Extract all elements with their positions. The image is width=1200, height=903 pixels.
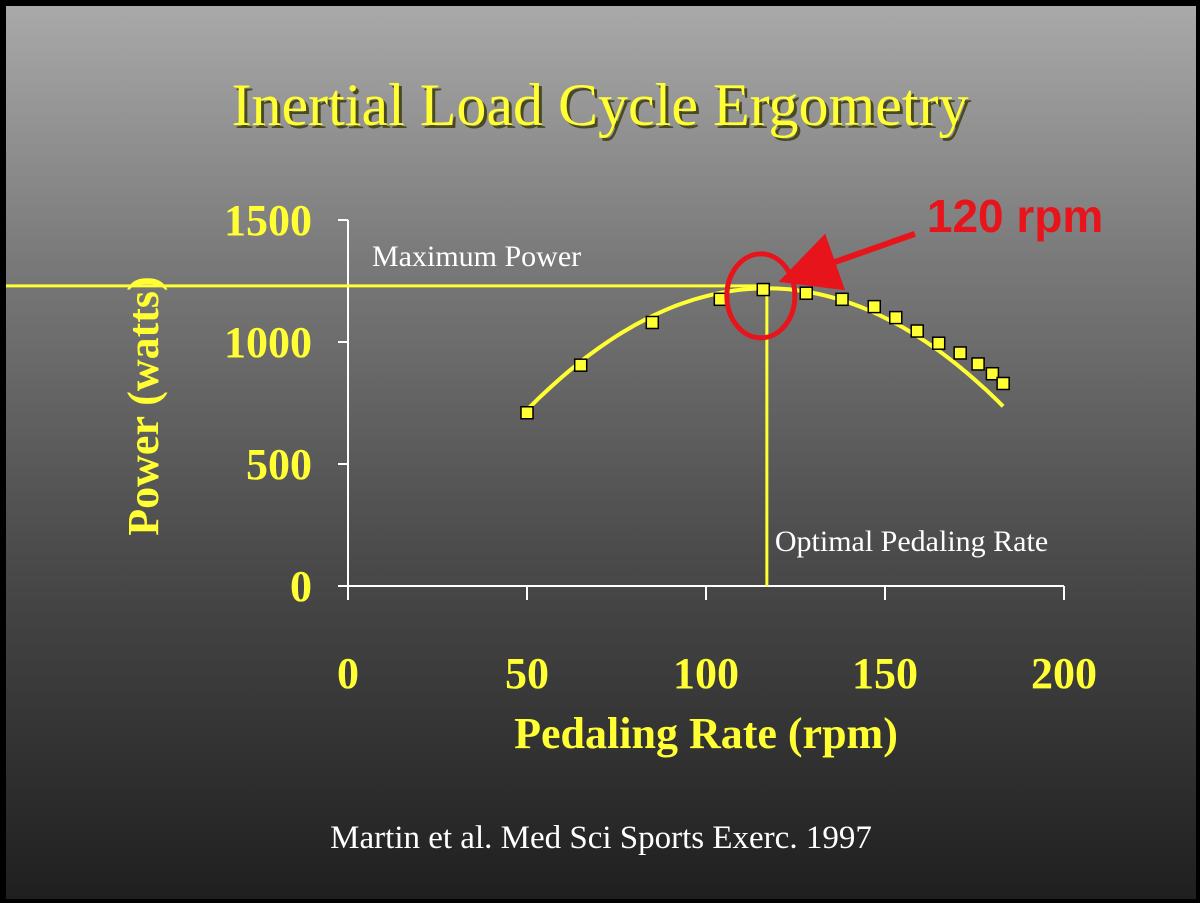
max-power-label: Maximum Power [372, 240, 581, 273]
highlight-arrow [778, 231, 916, 291]
data-point [520, 406, 534, 420]
x-tick-label: 200 [1031, 649, 1097, 698]
chart: Inertial Load Cycle Ergometry Inertial L… [6, 72, 1103, 856]
data-point [645, 315, 660, 330]
data-point [931, 336, 946, 350]
x-tick-label: 100 [673, 649, 739, 698]
data-point [971, 357, 985, 371]
x-tick-label: 50 [505, 649, 549, 698]
annotation [724, 231, 916, 341]
y-axis-ticks: 0 500 1000 1500 [224, 196, 348, 611]
data-point [867, 299, 882, 314]
slide: Inertial Load Cycle Ergometry Inertial L… [4, 4, 1198, 901]
y-tick-label: 0 [290, 562, 312, 611]
y-axis-label: Power (watts) [119, 276, 168, 535]
chart-title: Inertial Load Cycle Ergometry [232, 72, 969, 138]
data-point [799, 286, 813, 300]
data-points [520, 282, 1010, 420]
highlight-circle [724, 251, 798, 341]
data-point [888, 310, 903, 325]
data-point [756, 282, 771, 297]
data-point [835, 292, 849, 307]
fit-curve [525, 286, 1005, 412]
optimal-rate-label: Optimal Pedaling Rate [775, 525, 1048, 558]
x-tick-label: 0 [337, 649, 359, 698]
y-tick-label: 1500 [224, 196, 312, 245]
annotation-label: 120 rpm [927, 190, 1103, 242]
data-point [985, 366, 1000, 381]
x-tick-label: 150 [852, 649, 918, 698]
y-tick-label: 500 [246, 440, 312, 489]
chart-title-shadow: Inertial Load Cycle Ergometry [235, 75, 972, 141]
data-point [573, 358, 588, 372]
citation: Martin et al. Med Sci Sports Exerc. 1997 [330, 820, 872, 856]
data-point [953, 346, 967, 360]
data-point [910, 324, 924, 338]
x-axis-label: Pedaling Rate (rpm) [514, 709, 898, 758]
y-tick-label: 1000 [224, 318, 312, 367]
x-axis-ticks: 0 50 100 150 200 [337, 586, 1097, 698]
data-point [996, 376, 1010, 391]
